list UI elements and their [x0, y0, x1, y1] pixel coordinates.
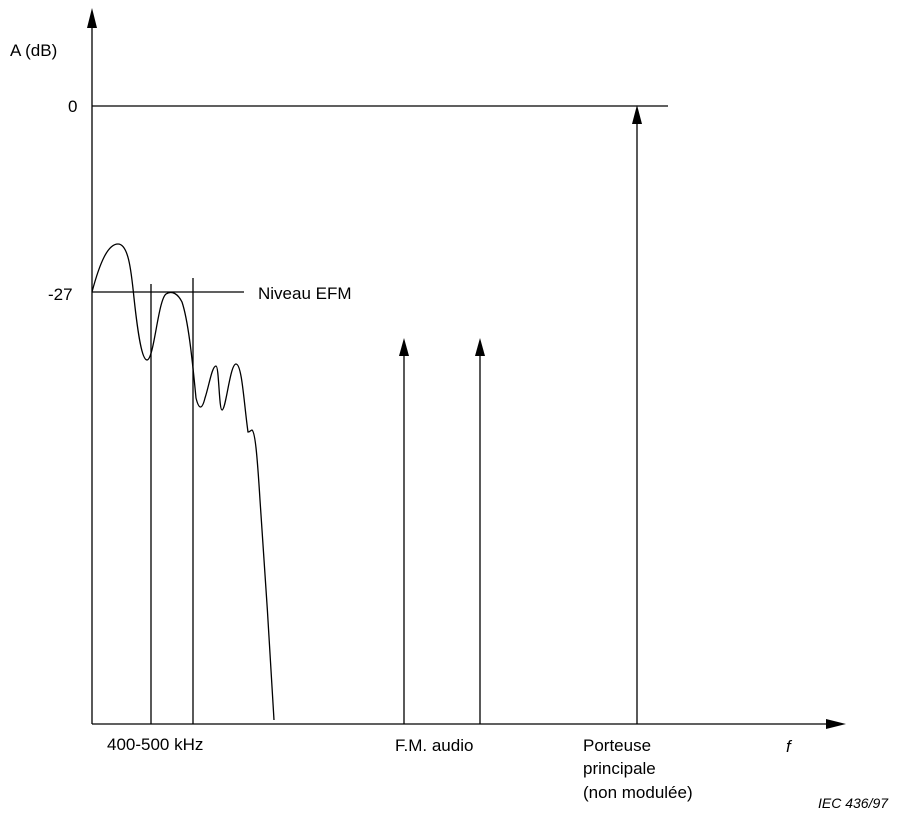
- main-carrier-arrow-head: [632, 105, 642, 124]
- y-axis-arrowhead: [87, 8, 97, 28]
- y-tick-label-0: 0: [68, 97, 77, 116]
- fm-audio-arrow-2-head: [475, 338, 485, 356]
- efm-spectrum-curve: [91, 243, 275, 721]
- fm-audio-arrow-1-head: [399, 338, 409, 356]
- carrier-label-line3: (non modulée): [583, 783, 693, 802]
- x-axis-label: f: [786, 737, 793, 756]
- carrier-label-line1: Porteuse: [583, 736, 651, 755]
- y-tick-label-minus27: -27: [48, 285, 73, 304]
- band-label: 400-500 kHz: [107, 735, 203, 754]
- fm-audio-label: F.M. audio: [395, 736, 473, 755]
- y-axis-label: A (dB): [10, 41, 57, 60]
- figure-credit: IEC 436/97: [818, 795, 889, 811]
- carrier-label-line2: principale: [583, 759, 656, 778]
- x-axis-arrowhead: [826, 719, 846, 729]
- efm-level-label: Niveau EFM: [258, 284, 352, 303]
